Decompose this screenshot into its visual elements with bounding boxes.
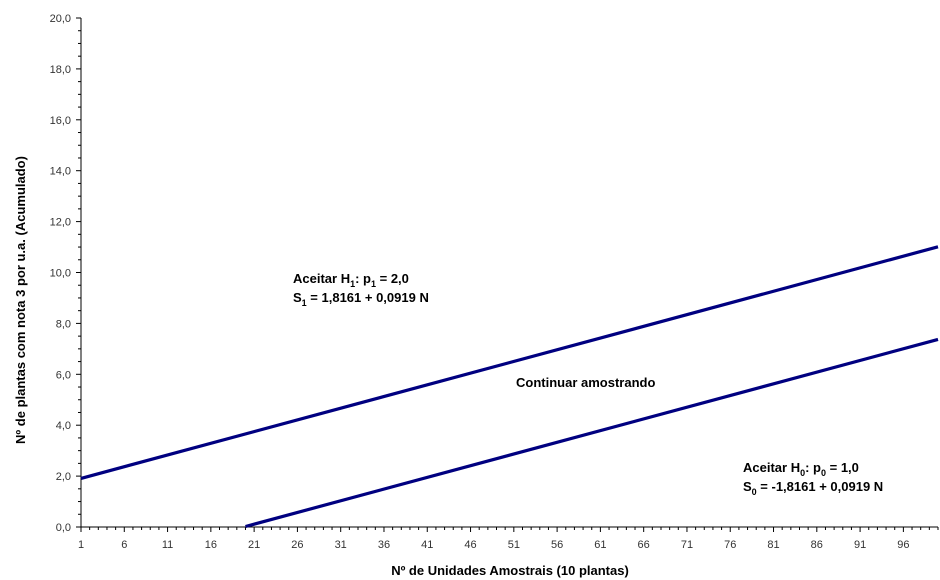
- x-tick-label: 86: [811, 539, 823, 551]
- y-tick-label: 14,0: [50, 166, 71, 178]
- x-tick-label: 71: [681, 539, 693, 551]
- series-line-lower-s0: [245, 337, 939, 529]
- y-axis-title: Nº de plantas com nota 3 por u.a. (Acumu…: [13, 156, 28, 444]
- x-ticks: 1 6 11 16 21 26 31 36 41 46 51 56 61 66 71 76 81 86 91 96: [78, 527, 939, 551]
- y-tick-label: 10,0: [50, 268, 71, 280]
- x-tick-label: 96: [897, 539, 909, 551]
- axes: [80, 18, 938, 528]
- x-tick-label: 16: [205, 539, 217, 551]
- x-axis-title: Nº de Unidades Amostrais (10 plantas): [391, 563, 629, 578]
- x-tick-label: 31: [335, 539, 347, 551]
- annotation-accept-h0: Aceitar H0: p0 = 1,0: [743, 460, 859, 478]
- y-tick-label: 18,0: [50, 64, 71, 76]
- y-ticks: 0,0 2,0 4,0 6,0 8,0 10,0 12,0 14,0 16,0 18,0 20,0: [50, 13, 81, 534]
- annotation-s1-equation: S1 = 1,8161 + 0,0919 N: [293, 290, 429, 308]
- x-tick-label: 36: [378, 539, 390, 551]
- x-tick-label: 66: [638, 539, 650, 551]
- x-tick-label: 6: [121, 539, 127, 551]
- annotation-accept-h1: Aceitar H1: p1 = 2,0: [293, 271, 409, 289]
- y-tick-label: 6,0: [56, 369, 71, 381]
- y-tick-label: 12,0: [50, 217, 71, 229]
- series-line-upper-s1: [80, 245, 939, 480]
- x-tick-label: 1: [78, 539, 84, 551]
- y-tick-label: 16,0: [50, 115, 71, 127]
- annotation-s0-equation: S0 = -1,8161 + 0,0919 N: [743, 479, 883, 497]
- y-tick-label: 2,0: [56, 471, 71, 483]
- x-tick-label: 11: [162, 539, 173, 551]
- x-tick-label: 51: [508, 539, 520, 551]
- x-tick-label: 21: [248, 539, 260, 551]
- y-tick-label: 0,0: [56, 522, 71, 534]
- series-lines: [80, 245, 939, 529]
- y-tick-label: 20,0: [50, 13, 71, 25]
- x-tick-label: 56: [551, 539, 563, 551]
- x-tick-label: 46: [464, 539, 476, 551]
- x-tick-label: 26: [291, 539, 303, 551]
- x-tick-label: 81: [767, 539, 779, 551]
- y-tick-label: 8,0: [56, 318, 71, 330]
- x-tick-label: 76: [724, 539, 736, 551]
- annotation-continue-sampling: Continuar amostrando: [516, 375, 655, 390]
- x-tick-label: 61: [594, 539, 606, 551]
- y-tick-label: 4,0: [56, 420, 71, 432]
- x-tick-label: 41: [421, 539, 433, 551]
- x-tick-label: 91: [854, 539, 866, 551]
